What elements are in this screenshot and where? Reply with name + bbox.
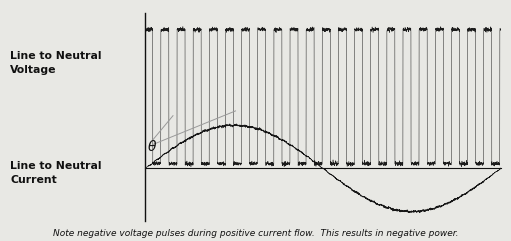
Text: Line to Neutral
Voltage: Line to Neutral Voltage xyxy=(10,51,102,75)
Text: Note negative voltage pulses during positive current flow.  This results in nega: Note negative voltage pulses during posi… xyxy=(53,229,458,238)
Text: θ: θ xyxy=(148,140,156,154)
Text: Line to Neutral
Current: Line to Neutral Current xyxy=(10,161,102,185)
